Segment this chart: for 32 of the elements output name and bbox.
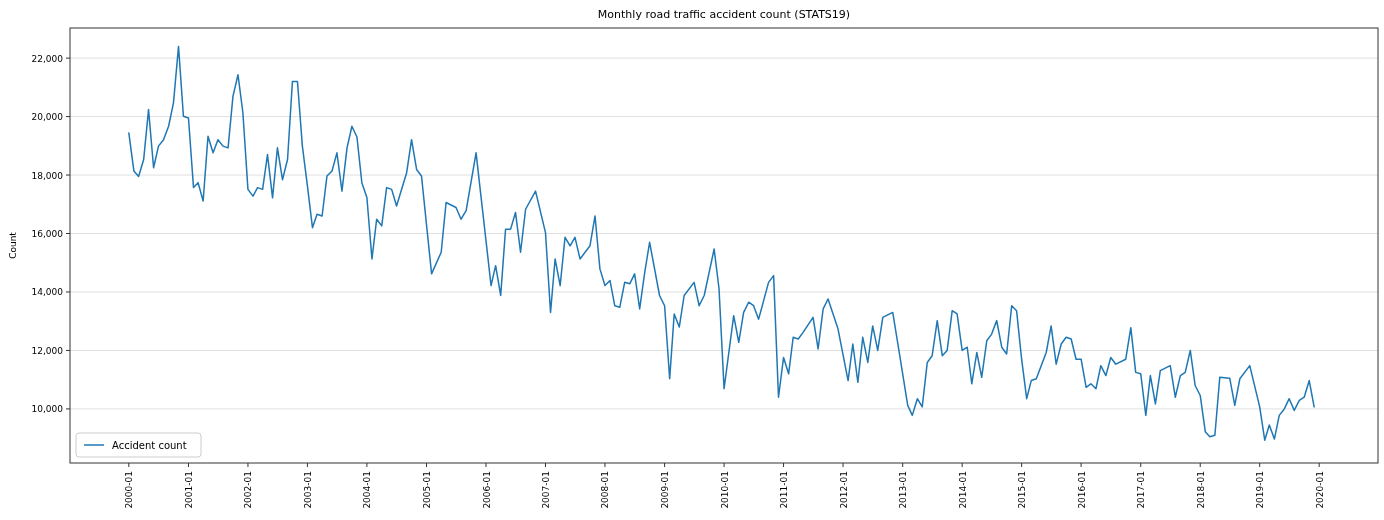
x-tick-label: 2016-01 <box>1076 471 1087 509</box>
x-tick-label: 2010-01 <box>719 471 730 509</box>
x-tick-label: 2002-01 <box>243 471 254 509</box>
x-tick-label: 2014-01 <box>957 471 968 509</box>
x-tick-label: 2011-01 <box>779 471 790 509</box>
y-tick-label: 14,000 <box>31 287 64 298</box>
y-axis-title: Count <box>8 231 18 259</box>
x-tick-label: 2000-01 <box>124 471 135 509</box>
x-tick-label: 2007-01 <box>540 471 551 509</box>
line-series <box>128 45 1315 441</box>
x-tick-label: 2001-01 <box>183 471 194 509</box>
x-tick-label: 2018-01 <box>1195 471 1206 509</box>
y-tick-label: 12,000 <box>31 345 64 356</box>
x-tick-label: 2012-01 <box>838 471 849 509</box>
x-tick-label: 2017-01 <box>1136 471 1147 509</box>
x-tick-label: 2006-01 <box>481 471 492 509</box>
x-tick-label: 2015-01 <box>1017 471 1028 509</box>
x-tick-label: 2005-01 <box>422 471 433 509</box>
x-tick-label: 2019-01 <box>1255 471 1266 509</box>
y-tick-label: 16,000 <box>31 229 64 240</box>
x-tick-label: 2009-01 <box>660 471 671 509</box>
y-tick-label: 22,000 <box>31 53 64 64</box>
x-tick-label: 2003-01 <box>302 471 313 509</box>
y-tick-label: 20,000 <box>31 112 64 123</box>
y-tick-label: 10,000 <box>31 404 64 415</box>
x-tick-label: 2013-01 <box>898 471 909 509</box>
x-tick-label: 2004-01 <box>362 471 373 509</box>
chart-title: Monthly road traffic accident count (STATS19) <box>597 8 851 21</box>
y-tick-label: 18,000 <box>31 170 64 181</box>
legend-label: Accident count <box>112 440 187 451</box>
x-tick-label: 2008-01 <box>600 471 611 509</box>
x-tick-label: 2020-01 <box>1314 471 1325 509</box>
